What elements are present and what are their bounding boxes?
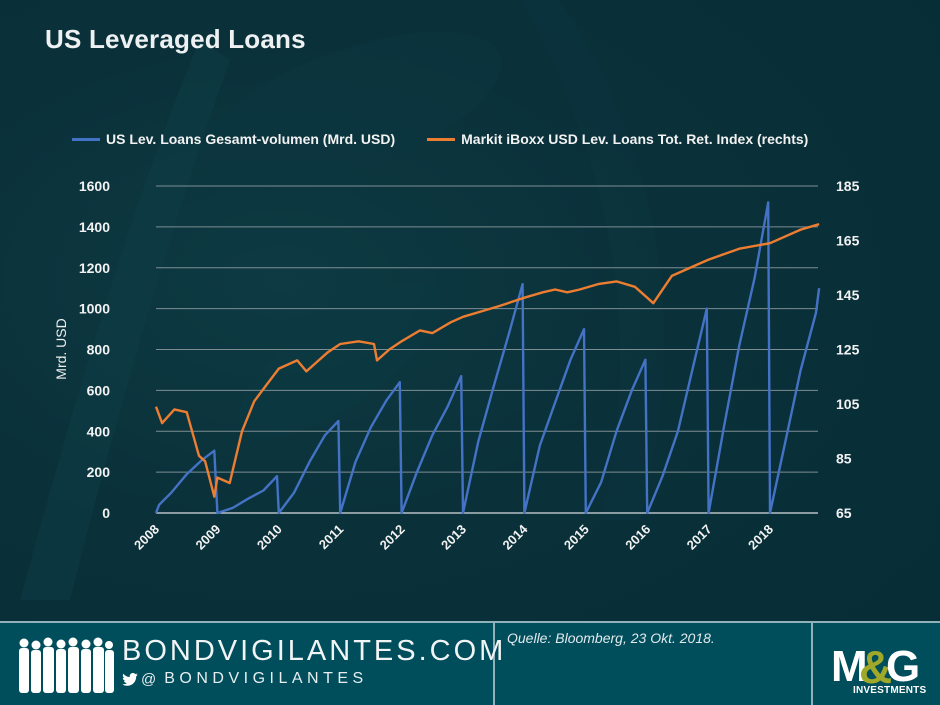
right-tick-label: 145 (836, 287, 860, 303)
left-axis-ticks: 0 200 400 600 800 1000 1200 1400 1600 (79, 178, 110, 521)
right-tick-label: 125 (836, 342, 860, 358)
left-tick-label: 1600 (79, 178, 110, 194)
handle-at-sign: @ (141, 670, 157, 688)
x-axis-ticks: 2008 2009 2010 2011 2012 2013 2014 2015 2016 2017… (131, 521, 776, 553)
footer-branding: BONDVIGILANTES.COM @ BONDVIGILANTES (0, 623, 503, 705)
svg-text:&: & (859, 641, 892, 686)
x-tick-label: 2013 (438, 522, 469, 553)
x-tick-label: 2009 (192, 522, 223, 553)
x-tick-label: 2012 (377, 522, 408, 553)
svg-text:G: G (886, 642, 920, 686)
left-tick-label: 0 (102, 505, 110, 521)
left-tick-label: 400 (87, 423, 111, 439)
right-axis-ticks: 65 85 105 125 145 165 185 (836, 178, 860, 521)
x-tick-label: 2008 (131, 522, 162, 553)
handle-name: BONDVIGILANTES (164, 670, 368, 687)
left-tick-label: 600 (87, 382, 111, 398)
logo-subtitle: INVESTMENTS (853, 685, 927, 696)
footer-logo: M & G INVESTMENTS (813, 623, 940, 705)
right-tick-label: 105 (836, 396, 860, 412)
legend-swatch-blue (72, 137, 100, 141)
right-tick-label: 165 (836, 233, 860, 249)
legend-label-volume: US Lev. Loans Gesamt-volumen (Mrd. USD) (106, 131, 396, 147)
source-note: Quelle: Bloomberg, 23 Okt. 2018. (507, 630, 715, 646)
x-tick-label: 2011 (316, 522, 347, 553)
mg-logo-icon: M & G (831, 641, 920, 686)
left-tick-label: 200 (87, 464, 111, 480)
footer-source: Quelle: Bloomberg, 23 Okt. 2018. (495, 623, 813, 705)
left-tick-label: 1200 (79, 260, 110, 276)
left-axis-label: Mrd. USD (53, 318, 69, 379)
people-silhouette-icon (19, 637, 114, 693)
x-tick-label: 2018 (745, 522, 776, 553)
left-tick-label: 1000 (79, 301, 110, 317)
x-tick-label: 2010 (254, 522, 285, 553)
series-volume-line (154, 201, 821, 515)
footer-bar: BONDVIGILANTES.COM @ BONDVIGILANTES Quel… (0, 621, 940, 705)
legend-swatch-orange (427, 137, 456, 141)
x-tick-label: 2015 (561, 522, 592, 553)
chart-legend: US Lev. Loans Gesamt-volumen (Mrd. USD) … (72, 129, 840, 149)
series-index-line (154, 223, 820, 498)
right-tick-label: 85 (836, 451, 852, 467)
twitter-handle[interactable]: @ BONDVIGILANTES (122, 670, 368, 688)
x-tick-label: 2016 (622, 522, 653, 553)
line-chart: 0 200 400 600 800 1000 1200 1400 1600 65 85 105 125… (53, 178, 860, 553)
chart-gridlines (156, 185, 818, 514)
x-tick-label: 2017 (684, 522, 715, 553)
right-tick-label: 65 (836, 505, 852, 521)
x-tick-label: 2014 (499, 521, 531, 553)
legend-item-volume: US Lev. Loans Gesamt-volumen (Mrd. USD) (72, 131, 395, 147)
legend-label-index: Markit iBoxx USD Lev. Loans Tot. Ret. In… (461, 131, 809, 147)
svg-text:M: M (831, 642, 865, 686)
page-title: US Leveraged Loans (45, 24, 306, 54)
left-tick-label: 1400 (79, 219, 110, 235)
right-tick-label: 185 (836, 178, 860, 194)
twitter-bird-icon (122, 672, 138, 686)
left-tick-label: 800 (87, 342, 111, 358)
legend-item-index: Markit iBoxx USD Lev. Loans Tot. Ret. In… (427, 131, 808, 147)
site-name-link[interactable]: BONDVIGILANTES.COM (122, 635, 507, 667)
